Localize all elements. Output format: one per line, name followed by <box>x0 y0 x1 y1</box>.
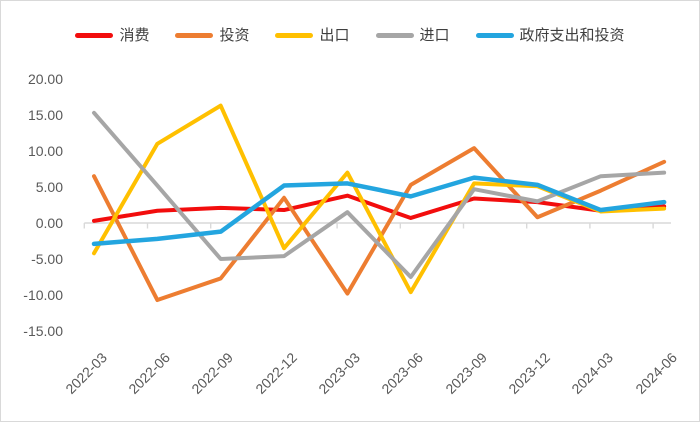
chart-legend: 消费 投资 出口 进口 政府支出和投资 <box>1 25 699 45</box>
legend-line-swatch <box>75 32 114 38</box>
legend-item-investment: 投资 <box>175 28 249 43</box>
legend-line-swatch <box>475 32 514 38</box>
y-axis-label: 20.00 <box>27 71 63 87</box>
legend-line-swatch <box>275 32 314 38</box>
legend-label: 消费 <box>119 26 150 44</box>
legend-label: 出口 <box>319 26 350 44</box>
y-axis-label: -15.00 <box>23 323 63 339</box>
legend-item-gov-spending-investment: 政府支出和投资 <box>475 26 625 44</box>
y-axis-label: 15.00 <box>27 107 63 123</box>
y-axis-label: 5.00 <box>35 179 63 195</box>
series-line-consumption <box>92 193 667 223</box>
y-axis-label: 0.00 <box>35 215 63 231</box>
y-axis-label: -5.00 <box>31 251 63 267</box>
series-line-investment <box>92 146 667 303</box>
y-axis-label: -10.00 <box>23 287 63 303</box>
series-line-imports <box>92 110 667 279</box>
legend-item-consumption: 消费 <box>75 28 149 43</box>
legend-label: 政府支出和投资 <box>519 26 625 44</box>
legend-label: 进口 <box>419 26 450 44</box>
y-axis-label: 10.00 <box>27 143 63 159</box>
legend-item-exports: 出口 <box>275 26 350 44</box>
legend-item-imports: 进口 <box>375 26 450 44</box>
legend-label: 投资 <box>219 26 250 44</box>
legend-line-swatch <box>375 32 414 38</box>
legend-line-swatch <box>175 32 214 38</box>
series-line-gov-spending-investment <box>91 175 667 247</box>
